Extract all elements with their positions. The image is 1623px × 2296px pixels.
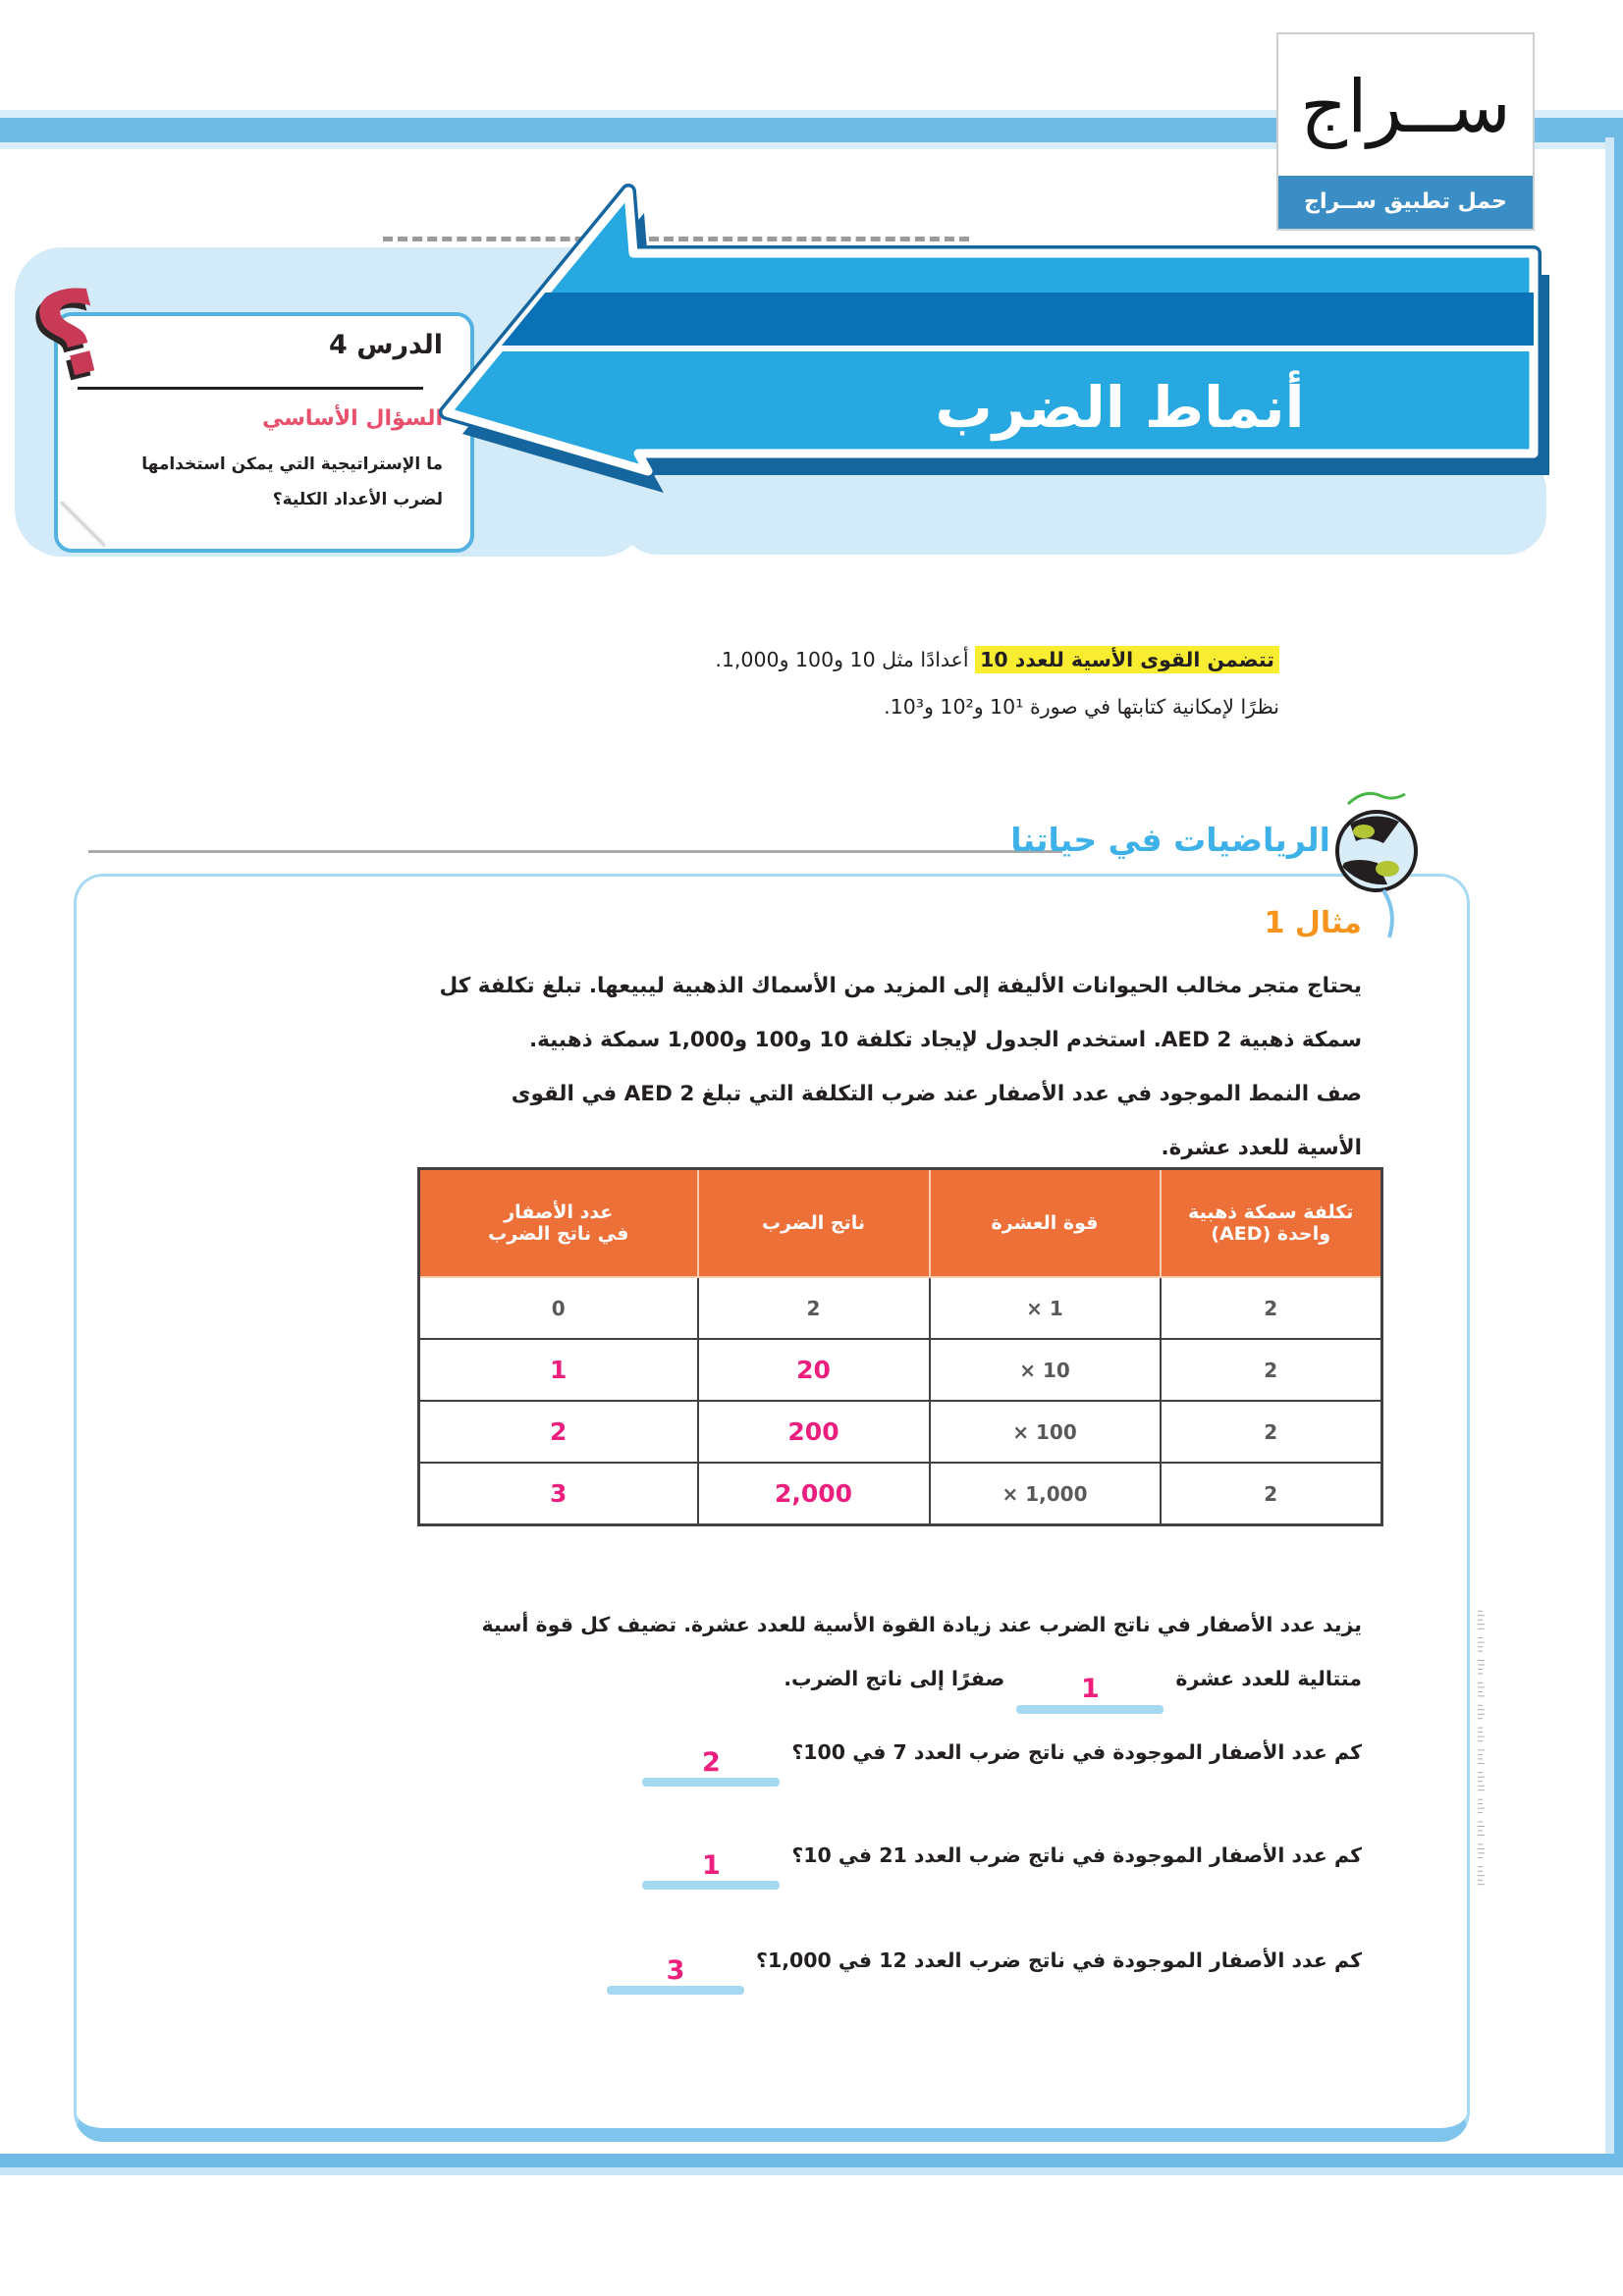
header-power: قوة العشرة (928, 1167, 1162, 1278)
answer-blank[interactable]: 1 (642, 1850, 781, 1891)
cell-cost: 2 (1159, 1276, 1383, 1340)
answer-value: 1 (701, 1850, 721, 1881)
answer-value: 3 (666, 1955, 685, 1986)
essential-question-line1: ما الإستراتيجية التي يمكن استخدامها (141, 454, 443, 474)
table-row: 2 × 10 20 1 (417, 1338, 1383, 1402)
banner-arrow (439, 184, 1549, 493)
cell-zeros-answer: 2 (417, 1400, 699, 1464)
header-zeros: عدد الأصفار في ناتج الضرب (417, 1167, 699, 1278)
lesson-underline (78, 387, 423, 390)
cell-cost: 2 (1159, 1400, 1383, 1464)
cell-power: × 100 (928, 1400, 1162, 1464)
blank-line (642, 1881, 781, 1891)
question-2: كم عدد الأصفار الموجودة في ناتج ضرب العد… (630, 1843, 1362, 1891)
blank-line (607, 1986, 745, 1996)
siraj-logo-text: ســراج (1300, 65, 1511, 149)
siraj-logo: ســراج حمل تطبيق ســراج (1276, 32, 1535, 231)
conclusion-line2-start: متتالية للعدد عشرة (1175, 1667, 1362, 1691)
cell-zeros: 0 (417, 1276, 699, 1340)
blank-line (642, 1778, 781, 1788)
paragraph-line3: صف النمط الموجود في عدد الأصفار عند ضرب … (511, 1082, 1362, 1106)
siraj-download-banner: حمل تطبيق ســراج (1278, 176, 1533, 229)
section-rule (88, 850, 1062, 853)
exponent-intro-line1-rest: أعدادًا مثل 10 و100 و1,000. (715, 648, 976, 671)
right-edge-strip-light (1605, 137, 1614, 2167)
cell-product-answer: 20 (696, 1338, 931, 1402)
question-1-text: كم عدد الأصفار الموجودة في ناتج ضرب العد… (791, 1740, 1362, 1764)
essential-question-label: السؤال الأساسي (262, 406, 443, 431)
conclusion-text: يزيد عدد الأصفار في ناتج الضرب عند زيادة… (481, 1598, 1362, 1714)
cell-cost: 2 (1159, 1462, 1383, 1526)
lesson-card: الدرس 4 السؤال الأساسي ما الإستراتيجية ا… (54, 312, 474, 553)
vertical-fine-print: ılıll ılıı llıı ılıl ıllı ıılı lııl ılıl… (1475, 1610, 1485, 1888)
essential-question-line2: لضرب الأعداد الكلية؟ (272, 489, 443, 509)
header-product: ناتج الضرب (696, 1167, 931, 1278)
paragraph-line4: الأسية للعدد عشرة. (1161, 1136, 1362, 1160)
example-box: مثال 1 يحتاج متجر مخالب الحيوانات الأليف… (74, 874, 1470, 2142)
question-2-text: كم عدد الأصفار الموجودة في ناتج ضرب العد… (791, 1843, 1362, 1867)
paragraph-line1: يحتاج متجر مخالب الحيوانات الأليفة إلى ا… (439, 974, 1362, 998)
answer-blank[interactable]: 2 (642, 1747, 781, 1788)
table-row: 2 × 1 2 0 (417, 1276, 1383, 1340)
blank-line (1016, 1704, 1164, 1714)
conclusion-line1: يزيد عدد الأصفار في ناتج الضرب عند زيادة… (481, 1613, 1362, 1636)
table-row: 2 × 1,000 2,000 3 (417, 1462, 1383, 1526)
header-cost: تكلفة سمكة ذهبية واحدة (AED) (1159, 1167, 1383, 1278)
cell-power: × 1 (928, 1276, 1162, 1340)
question-3: كم عدد الأصفار الموجودة في ناتج ضرب العد… (595, 1949, 1362, 1996)
answer-blank[interactable]: 3 (607, 1955, 745, 1996)
question-1: كم عدد الأصفار الموجودة في ناتج ضرب العد… (630, 1740, 1362, 1788)
essential-question-text: ما الإستراتيجية التي يمكن استخدامها لضرب… (141, 448, 443, 517)
conclusion-line2-end: صفرًا إلى ناتج الضرب. (784, 1667, 1005, 1691)
bottom-band (0, 2154, 1623, 2167)
cell-zeros-answer: 1 (417, 1338, 699, 1402)
bottom-band-light (0, 2167, 1623, 2175)
cell-power: × 1,000 (928, 1462, 1162, 1526)
cell-product-answer: 200 (696, 1400, 931, 1464)
dashed-line (383, 237, 969, 241)
lesson-number: الدرس 4 (329, 330, 443, 360)
conclusion-line2: متتالية للعدد عشرة 1 صفرًا إلى ناتج الضرب. (481, 1652, 1362, 1714)
answer-value: 1 (1080, 1674, 1100, 1705)
paragraph-line2: سمكة ذهبية AED 2. استخدم الجدول لإيجاد ت… (528, 1028, 1362, 1052)
right-edge-strip (1614, 137, 1623, 2167)
globe-icon (1335, 791, 1418, 938)
example-label: مثال 1 (1264, 906, 1362, 940)
cell-cost: 2 (1159, 1338, 1383, 1402)
exponent-intro: تتضمن القوى الأسية للعدد 10 أعدادًا مثل … (715, 636, 1279, 730)
question-3-text: كم عدد الأصفار الموجودة في ناتج ضرب العد… (756, 1949, 1362, 1972)
answer-value: 2 (701, 1747, 721, 1778)
lesson-title: أنماط الضرب (935, 374, 1305, 441)
cell-product: 2 (696, 1276, 931, 1340)
answer-blank[interactable]: 1 (1016, 1674, 1164, 1714)
arrow-stripe-edge (447, 346, 1534, 351)
highlighted-term: تتضمن القوى الأسية للعدد 10 (975, 646, 1279, 673)
exponent-intro-line2: نظرًا لإمكانية كتابتها في صورة 10¹ و10² … (884, 695, 1279, 720)
cell-power: × 10 (928, 1338, 1162, 1402)
table-header-row: تكلفة سمكة ذهبية واحدة (AED) قوة العشرة … (417, 1167, 1383, 1278)
cell-zeros-answer: 3 (417, 1462, 699, 1526)
exponent-intro-line1: تتضمن القوى الأسية للعدد 10 أعدادًا مثل … (715, 636, 1279, 683)
cost-table: تكلفة سمكة ذهبية واحدة (AED) قوة العشرة … (417, 1167, 1383, 1526)
page-curl (60, 502, 105, 547)
table-row: 2 × 100 200 2 (417, 1400, 1383, 1464)
example-paragraph: يحتاج متجر مخالب الحيوانات الأليفة إلى ا… (440, 959, 1362, 1175)
arrow-stripe (447, 293, 1534, 346)
cell-product-answer: 2,000 (696, 1462, 931, 1526)
math-in-life-title: الرياضيات في حياتنا (1010, 821, 1330, 859)
